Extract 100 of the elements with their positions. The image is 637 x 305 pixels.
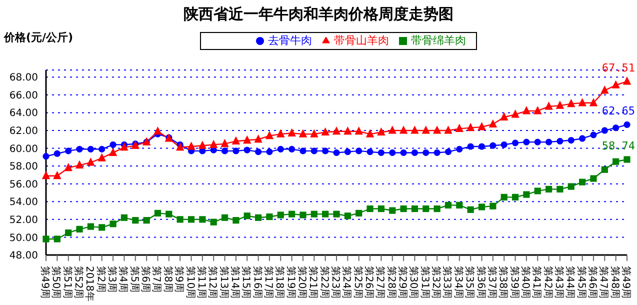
point	[120, 214, 128, 221]
point	[467, 206, 474, 213]
point	[511, 110, 520, 118]
x-tick-label: 第37周	[486, 266, 498, 299]
point	[87, 146, 94, 152]
x-tick-label: 第18周	[274, 266, 286, 299]
x-tick-label: 第51周	[61, 266, 74, 299]
point	[422, 126, 430, 134]
x-tick-label: 第17周	[262, 266, 274, 299]
point	[332, 127, 340, 135]
point	[120, 143, 128, 151]
point	[366, 205, 374, 212]
point	[176, 143, 184, 151]
point	[478, 204, 486, 210]
x-tick-label: 第6周	[140, 266, 152, 292]
point	[288, 146, 296, 152]
x-tick-label: 第38周	[497, 266, 510, 299]
point	[288, 210, 296, 218]
x-tick-label: 第48周	[608, 266, 621, 299]
x-tick-label: 第20周	[296, 266, 308, 299]
point	[523, 191, 530, 198]
x-tick-label: 第19周	[284, 266, 297, 299]
point	[556, 101, 564, 109]
point	[344, 212, 351, 220]
point	[310, 210, 318, 218]
point	[232, 136, 240, 144]
point	[366, 130, 374, 138]
point	[188, 216, 195, 223]
chart-title: 陕西省近一年牛肉和羊肉价格周度走势图	[182, 5, 454, 24]
point	[110, 220, 116, 228]
x-tick-label: 第11周	[195, 266, 208, 299]
data-label: 58.74	[602, 139, 636, 152]
point	[378, 205, 384, 212]
point	[366, 148, 374, 156]
point	[444, 202, 452, 208]
point	[87, 223, 94, 230]
legend-label: 带骨绵羊肉	[411, 34, 466, 47]
point	[500, 112, 508, 120]
x-tick-label: 第46周	[586, 266, 598, 299]
point	[86, 158, 94, 166]
point	[299, 130, 307, 138]
point	[54, 236, 60, 242]
point	[221, 214, 228, 221]
point	[444, 126, 452, 134]
x-tick-label: 第22周	[318, 266, 330, 299]
point	[456, 146, 463, 152]
point	[243, 136, 251, 144]
point	[579, 178, 586, 186]
point	[624, 121, 630, 128]
point	[154, 210, 162, 216]
point	[355, 127, 363, 135]
x-tick-label: 第27周	[374, 266, 386, 299]
x-tick-label: 第2周	[94, 266, 107, 292]
point	[612, 158, 620, 165]
x-tick-label: 第10周	[184, 266, 196, 299]
point	[545, 138, 552, 146]
point	[277, 146, 284, 152]
x-tick-label: 第8周	[162, 266, 174, 292]
point	[98, 224, 106, 231]
point	[466, 124, 474, 132]
y-axis-title: 价格(元/公斤)	[4, 30, 74, 45]
point	[199, 216, 206, 223]
point	[266, 148, 273, 156]
x-tick-label: 第44周	[564, 266, 576, 299]
x-tick-label: 第13周	[218, 266, 230, 299]
point	[612, 124, 620, 132]
point	[288, 128, 296, 136]
point	[433, 126, 441, 134]
point	[422, 205, 430, 212]
point	[411, 205, 418, 212]
point	[42, 152, 50, 160]
y-tick-label: 68.00	[9, 72, 38, 84]
point	[578, 98, 586, 106]
point	[590, 98, 598, 106]
point	[322, 148, 329, 154]
x-tick-label: 第3周	[106, 266, 118, 292]
x-tick-label: 第34周	[452, 266, 464, 299]
x-tick-label: 第14周	[228, 266, 241, 299]
point	[400, 149, 407, 156]
point	[232, 148, 240, 154]
point	[378, 149, 384, 156]
y-tick-label: 50.00	[9, 232, 38, 244]
point	[322, 128, 330, 136]
point	[410, 126, 419, 134]
point	[176, 216, 184, 223]
x-tick-label: 2018年	[84, 266, 96, 302]
point	[389, 149, 396, 156]
point	[220, 140, 229, 148]
point	[478, 122, 486, 130]
x-tick-label: 第15周	[240, 266, 252, 299]
point	[344, 127, 352, 135]
point	[98, 146, 106, 152]
point	[232, 217, 240, 224]
point	[624, 156, 630, 163]
point	[500, 194, 508, 200]
point	[590, 132, 597, 138]
point	[322, 210, 329, 218]
point	[76, 160, 84, 168]
point	[389, 207, 396, 214]
point	[556, 138, 564, 144]
